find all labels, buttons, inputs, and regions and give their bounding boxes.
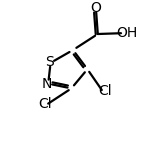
Text: Cl: Cl bbox=[98, 84, 111, 98]
Text: N: N bbox=[41, 77, 52, 91]
Text: S: S bbox=[45, 55, 54, 69]
Text: OH: OH bbox=[116, 26, 138, 40]
Text: O: O bbox=[90, 1, 101, 15]
Text: Cl: Cl bbox=[39, 97, 52, 111]
